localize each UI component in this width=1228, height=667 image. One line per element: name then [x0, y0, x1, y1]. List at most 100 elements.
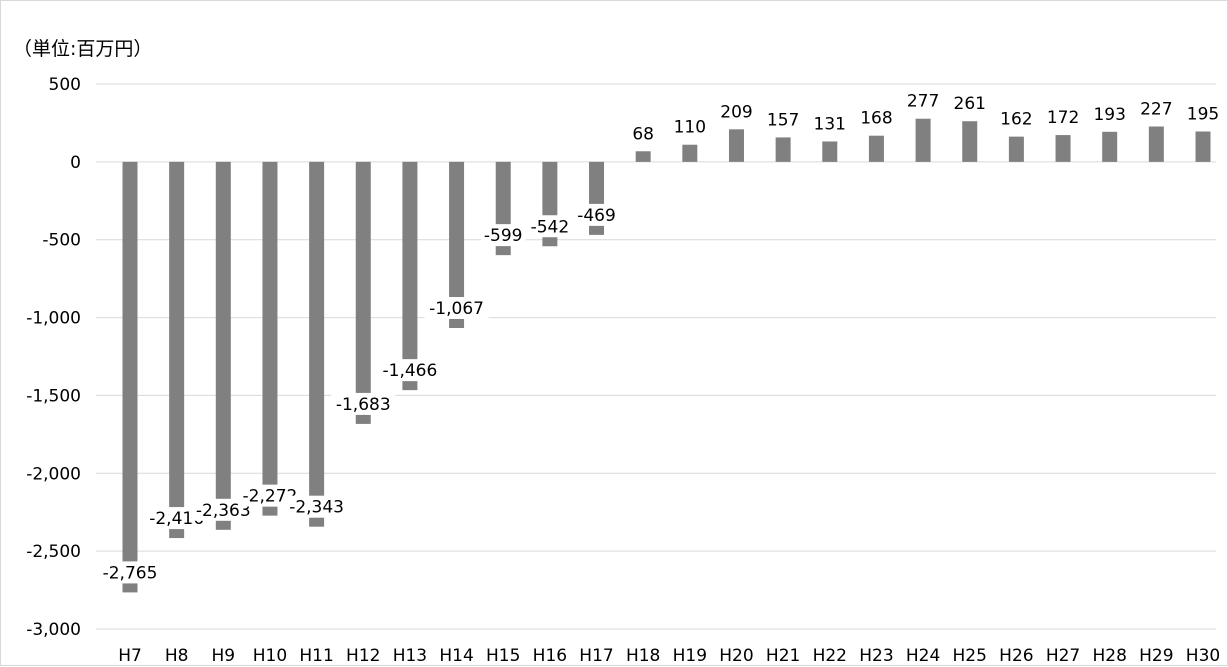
x-tick-label: H23	[859, 646, 893, 666]
data-label-bg	[1186, 102, 1220, 125]
data-label-H7: -2,765	[103, 563, 158, 583]
bar-H8	[169, 161, 185, 539]
data-label-H23: 168	[860, 109, 892, 129]
data-label-H15: -599	[484, 226, 523, 246]
data-label-H26: 162	[1000, 110, 1032, 130]
bar-H11	[309, 161, 325, 527]
data-label-H10: -2,272	[243, 487, 298, 507]
y-tick-label: -3,000	[26, 620, 81, 640]
data-label-H30: 195	[1187, 104, 1219, 124]
data-label-H21: 157	[767, 110, 799, 130]
unit-label: （単位:百万円）	[13, 38, 153, 60]
y-tick-label: -2,500	[26, 542, 81, 562]
y-tick-label: -1,500	[26, 386, 81, 406]
data-label-H12: -1,683	[336, 395, 391, 415]
x-tick-label: H15	[486, 646, 520, 666]
bar-H19	[682, 144, 698, 162]
y-tick-label: -2,000	[26, 464, 81, 484]
x-tick-label: H21	[766, 646, 800, 666]
bar-H30	[1195, 131, 1211, 162]
data-label-bg	[1092, 102, 1127, 125]
bar-H27	[1055, 135, 1071, 162]
data-label-H16: -542	[531, 217, 570, 237]
x-tick-label: H17	[579, 646, 613, 666]
x-tick-label: H27	[1046, 646, 1080, 666]
x-tick-label: H14	[439, 646, 473, 666]
x-tick-label: H20	[719, 646, 753, 666]
bar-H28	[1102, 131, 1118, 162]
x-tick-label: H25	[953, 646, 987, 666]
bar-H22	[822, 141, 838, 162]
data-label-bg	[1139, 97, 1174, 120]
bar-H21	[775, 137, 791, 162]
bar-H20	[728, 129, 744, 162]
x-tick-label: H26	[999, 646, 1033, 666]
data-label-bg	[766, 108, 801, 131]
data-label-H9: -2,363	[196, 501, 251, 521]
data-label-bg	[574, 203, 619, 226]
x-tick-label: H10	[253, 646, 287, 666]
data-label-bg	[481, 224, 526, 247]
data-label-H29: 227	[1140, 100, 1172, 120]
bar-H24	[915, 118, 931, 162]
data-label-H18: 68	[632, 124, 654, 144]
data-label-bg	[424, 297, 489, 320]
x-tick-label: H9	[211, 646, 235, 666]
bar-H7	[122, 161, 138, 593]
data-label-bg	[672, 115, 707, 138]
x-tick-label: H12	[346, 646, 380, 666]
x-tick-label: H11	[299, 646, 333, 666]
y-tick-label: -1,000	[26, 309, 81, 329]
data-label-bg	[98, 561, 162, 584]
x-tick-label: H7	[118, 646, 142, 666]
data-label-bg	[859, 106, 894, 129]
y-tick-label: 0	[70, 153, 81, 173]
bar-H23	[868, 135, 884, 162]
data-label-H11: -2,343	[289, 498, 344, 518]
bar-H10	[262, 161, 278, 516]
x-tick-label: H8	[165, 646, 189, 666]
y-tick-label: 500	[49, 75, 81, 95]
x-tick-label: H19	[673, 646, 707, 666]
x-tick-label: H18	[626, 646, 660, 666]
data-label-bg	[999, 107, 1034, 130]
data-label-bg	[284, 495, 349, 518]
x-tick-label: H28	[1092, 646, 1126, 666]
data-label-bg	[331, 392, 396, 415]
x-tick-label: H24	[906, 646, 940, 666]
data-label-bg	[906, 89, 941, 112]
bar-H25	[962, 121, 978, 162]
y-tick-label: -500	[42, 231, 81, 251]
data-label-bg	[1046, 106, 1081, 129]
data-label-bg	[812, 112, 847, 135]
data-label-H27: 172	[1047, 108, 1079, 128]
data-label-H24: 277	[907, 92, 939, 112]
x-tick-label: H22	[813, 646, 847, 666]
bar-H13	[402, 161, 418, 391]
bar-H29	[1148, 126, 1164, 162]
data-label-bg	[527, 215, 572, 238]
data-label-H14: -1,067	[429, 299, 484, 319]
x-tick-label: H16	[533, 646, 567, 666]
data-label-H19: 110	[674, 118, 706, 138]
data-label-bg	[719, 100, 754, 123]
data-label-H25: 261	[954, 94, 986, 114]
data-label-bg	[631, 122, 656, 145]
data-label-bg	[377, 359, 442, 382]
data-label-H13: -1,466	[383, 361, 438, 381]
data-label-H22: 131	[814, 114, 846, 134]
bar-H9	[215, 161, 231, 530]
data-label-H17: -469	[577, 206, 616, 226]
data-label-H20: 209	[720, 102, 752, 122]
bar-H14	[449, 161, 465, 329]
bar-H12	[355, 161, 371, 424]
x-tick-label: H29	[1139, 646, 1173, 666]
bar-H18	[635, 151, 651, 162]
x-tick-label: H13	[393, 646, 427, 666]
data-label-bg	[952, 92, 987, 115]
bar-H26	[1008, 136, 1024, 162]
data-label-H28: 193	[1093, 105, 1125, 125]
x-tick-label: H30	[1186, 646, 1220, 666]
